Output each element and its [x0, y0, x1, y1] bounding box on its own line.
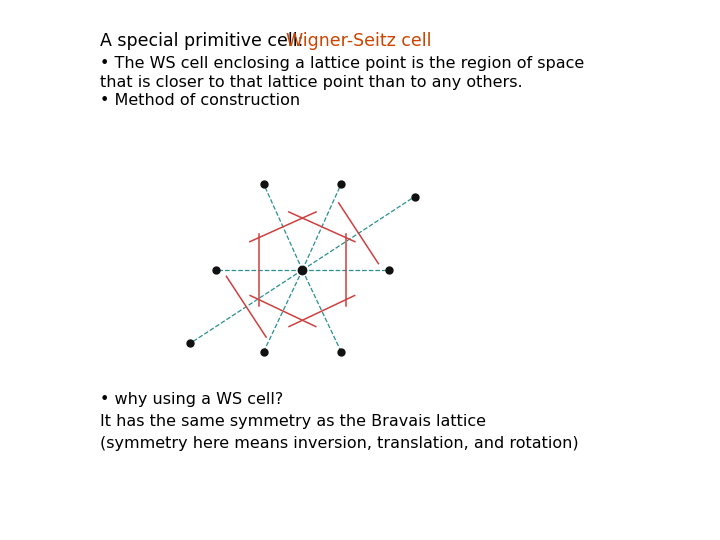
Text: Wigner-Seitz cell: Wigner-Seitz cell: [286, 32, 431, 50]
Text: • why using a WS cell?: • why using a WS cell?: [100, 392, 283, 407]
Text: A special primitive cell:: A special primitive cell:: [100, 32, 309, 50]
Text: (symmetry here means inversion, translation, and rotation): (symmetry here means inversion, translat…: [100, 436, 579, 451]
Text: • The WS cell enclosing a lattice point is the region of space
that is closer to: • The WS cell enclosing a lattice point …: [100, 56, 584, 90]
Text: • Method of construction: • Method of construction: [100, 93, 300, 108]
Text: It has the same symmetry as the Bravais lattice: It has the same symmetry as the Bravais …: [100, 414, 486, 429]
